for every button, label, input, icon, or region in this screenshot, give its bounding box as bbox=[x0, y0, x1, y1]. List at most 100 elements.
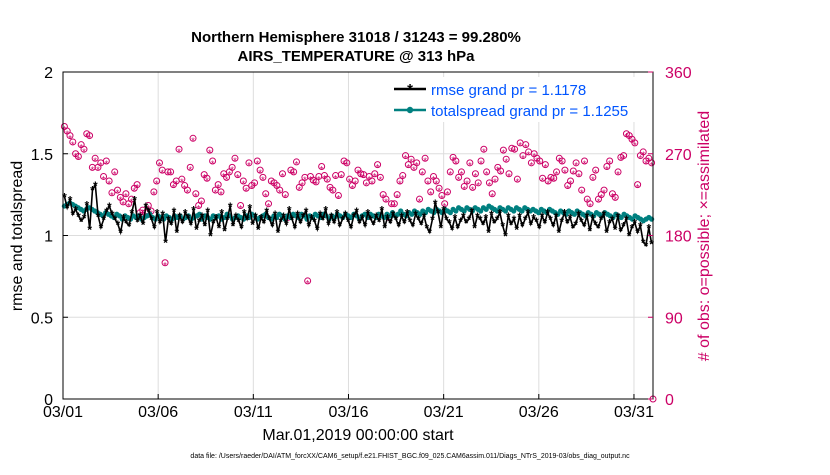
rmse-point: * bbox=[346, 215, 351, 229]
obs-possible-point bbox=[281, 191, 289, 199]
obs-possible-point bbox=[446, 168, 454, 176]
obs-assimilated-point: * bbox=[574, 161, 578, 171]
obs-possible-point bbox=[413, 159, 421, 167]
obs-possible-point bbox=[312, 178, 320, 186]
rmse-point: * bbox=[298, 216, 303, 230]
obs-possible-point bbox=[606, 157, 614, 165]
rmse-point: * bbox=[222, 225, 227, 239]
x-tick-label: 03/16 bbox=[328, 404, 368, 421]
obs-possible-point bbox=[539, 174, 547, 182]
obs-assimilated-point: * bbox=[541, 176, 545, 186]
obs-possible-point bbox=[368, 177, 376, 185]
obs-assimilated-point: * bbox=[102, 174, 106, 184]
obs-assimilated-point: * bbox=[250, 183, 254, 193]
obs-assimilated-point: * bbox=[605, 164, 609, 174]
obs-assimilated-point: * bbox=[510, 146, 514, 156]
obs-possible-point bbox=[639, 148, 647, 156]
rmse-point: * bbox=[472, 221, 477, 235]
rmse-point: * bbox=[624, 213, 629, 227]
obs-assimilated-point: * bbox=[147, 203, 151, 213]
obs-assimilated-point: * bbox=[298, 185, 302, 195]
rmse-point: * bbox=[562, 207, 567, 221]
obs-assimilated-point: * bbox=[323, 173, 327, 183]
obs-possible-point bbox=[164, 168, 172, 176]
obs-possible-point bbox=[290, 168, 298, 176]
obs-assimilated-point: * bbox=[191, 136, 195, 146]
rmse-point: * bbox=[571, 221, 576, 235]
obs-assimilated-point: * bbox=[426, 179, 430, 189]
obs-assimilated-point: * bbox=[432, 174, 436, 184]
obs-assimilated-point: * bbox=[370, 179, 374, 189]
obs-assimilated-point: * bbox=[507, 172, 511, 182]
obs-possible-point bbox=[209, 157, 217, 165]
obs-possible-point bbox=[150, 188, 158, 196]
obs-possible-point bbox=[497, 167, 505, 175]
obs-assimilated-point: * bbox=[462, 184, 466, 194]
rmse-point: * bbox=[534, 215, 539, 229]
rmse-point: * bbox=[332, 216, 337, 230]
obs-possible-point bbox=[234, 171, 242, 179]
rmse-point: * bbox=[172, 205, 177, 219]
obs-assimilated-point: * bbox=[454, 159, 458, 169]
obs-assimilated-point: * bbox=[518, 141, 522, 151]
rmse-point: * bbox=[526, 207, 531, 221]
obs-assimilated-point: * bbox=[591, 175, 595, 185]
obs-possible-point bbox=[511, 145, 519, 153]
obs-assimilated-point: * bbox=[580, 188, 584, 198]
rmse-point: * bbox=[219, 207, 224, 221]
obs-assimilated-point: * bbox=[306, 279, 310, 289]
rmse-point: * bbox=[82, 212, 87, 226]
rmse-point: * bbox=[528, 218, 533, 232]
rmse-point: * bbox=[149, 213, 154, 227]
rmse-point: * bbox=[62, 190, 67, 204]
obs-possible-point bbox=[471, 170, 479, 178]
obs-possible-point bbox=[536, 157, 544, 165]
obs-assimilated-point: * bbox=[376, 162, 380, 172]
rmse-point: * bbox=[152, 221, 157, 235]
rmse-point: * bbox=[461, 210, 466, 224]
rmse-point: * bbox=[118, 226, 123, 240]
rmse-point: * bbox=[632, 216, 637, 230]
rmse-point: * bbox=[233, 210, 238, 224]
obs-assimilated-point: * bbox=[586, 197, 590, 207]
obs-possible-point bbox=[175, 145, 183, 153]
rmse-point: * bbox=[638, 220, 643, 234]
x-tick-label: 03/26 bbox=[519, 404, 559, 421]
obs-assimilated-point: * bbox=[558, 156, 562, 166]
rmse-point: * bbox=[365, 207, 370, 221]
rmse-point: * bbox=[253, 210, 258, 224]
rmse-point: * bbox=[506, 210, 511, 224]
obs-assimilated-point: * bbox=[393, 202, 397, 212]
obs-assimilated-point: * bbox=[415, 161, 419, 171]
rmse-point: * bbox=[616, 210, 621, 224]
obs-assimilated-point: * bbox=[468, 161, 472, 171]
obs-assimilated-point: * bbox=[493, 177, 497, 187]
rmse-point: * bbox=[363, 220, 368, 234]
obs-assimilated-point: * bbox=[244, 186, 248, 196]
obs-assimilated-point: * bbox=[625, 132, 629, 142]
y-right-tick-label: 0 bbox=[665, 392, 674, 409]
rmse-point: * bbox=[475, 210, 480, 224]
rmse-point: * bbox=[70, 208, 75, 222]
obs-possible-point bbox=[578, 186, 586, 194]
obs-assimilated-point: * bbox=[127, 202, 131, 212]
rmse-point: * bbox=[630, 221, 635, 235]
obs-assimilated-point: * bbox=[488, 181, 492, 191]
obs-possible-point bbox=[455, 173, 463, 181]
obs-possible-point bbox=[399, 172, 407, 180]
obs-assimilated-point: * bbox=[504, 157, 508, 167]
obs-assimilated-point: * bbox=[200, 199, 204, 209]
obs-assimilated-point: * bbox=[619, 155, 623, 165]
rmse-point: * bbox=[225, 213, 230, 227]
obs-possible-point bbox=[186, 163, 194, 171]
obs-assimilated-point: * bbox=[577, 172, 581, 182]
obs-assimilated-point: * bbox=[379, 175, 383, 185]
obs-assimilated-point: * bbox=[267, 202, 271, 212]
obs-possible-point bbox=[541, 161, 549, 169]
obs-possible-point bbox=[561, 166, 569, 174]
obs-possible-point bbox=[522, 141, 530, 149]
obs-assimilated-point: * bbox=[611, 192, 615, 202]
rmse-point: * bbox=[146, 205, 151, 219]
obs-assimilated-point: * bbox=[482, 147, 486, 157]
